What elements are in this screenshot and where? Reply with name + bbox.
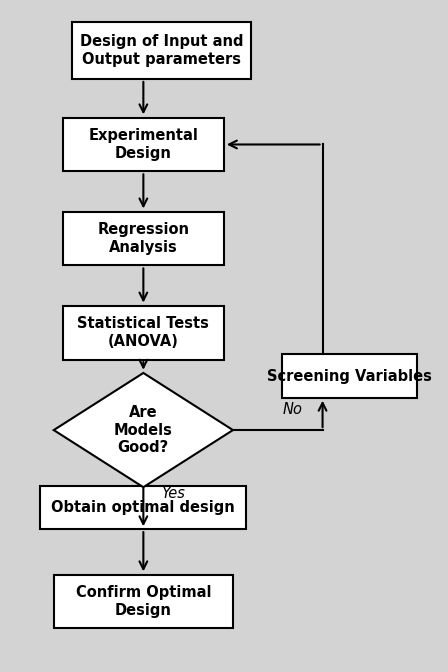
FancyBboxPatch shape <box>54 575 233 628</box>
Text: Statistical Tests
(ANOVA): Statistical Tests (ANOVA) <box>78 317 209 349</box>
FancyBboxPatch shape <box>282 355 417 398</box>
Text: Experimental
Design: Experimental Design <box>88 128 198 161</box>
Text: Screening Variables: Screening Variables <box>267 369 432 384</box>
Text: Regression
Analysis: Regression Analysis <box>97 222 190 255</box>
Text: Design of Input and
Output parameters: Design of Input and Output parameters <box>80 34 243 67</box>
FancyBboxPatch shape <box>63 306 224 360</box>
Text: Are
Models
Good?: Are Models Good? <box>114 405 173 455</box>
Text: Obtain optimal design: Obtain optimal design <box>52 500 235 515</box>
Text: Confirm Optimal
Design: Confirm Optimal Design <box>76 585 211 618</box>
FancyBboxPatch shape <box>40 485 246 530</box>
Polygon shape <box>54 373 233 487</box>
FancyBboxPatch shape <box>63 212 224 265</box>
FancyBboxPatch shape <box>63 118 224 171</box>
FancyBboxPatch shape <box>72 22 251 79</box>
Text: Yes: Yes <box>161 487 185 501</box>
Text: No: No <box>282 403 302 417</box>
